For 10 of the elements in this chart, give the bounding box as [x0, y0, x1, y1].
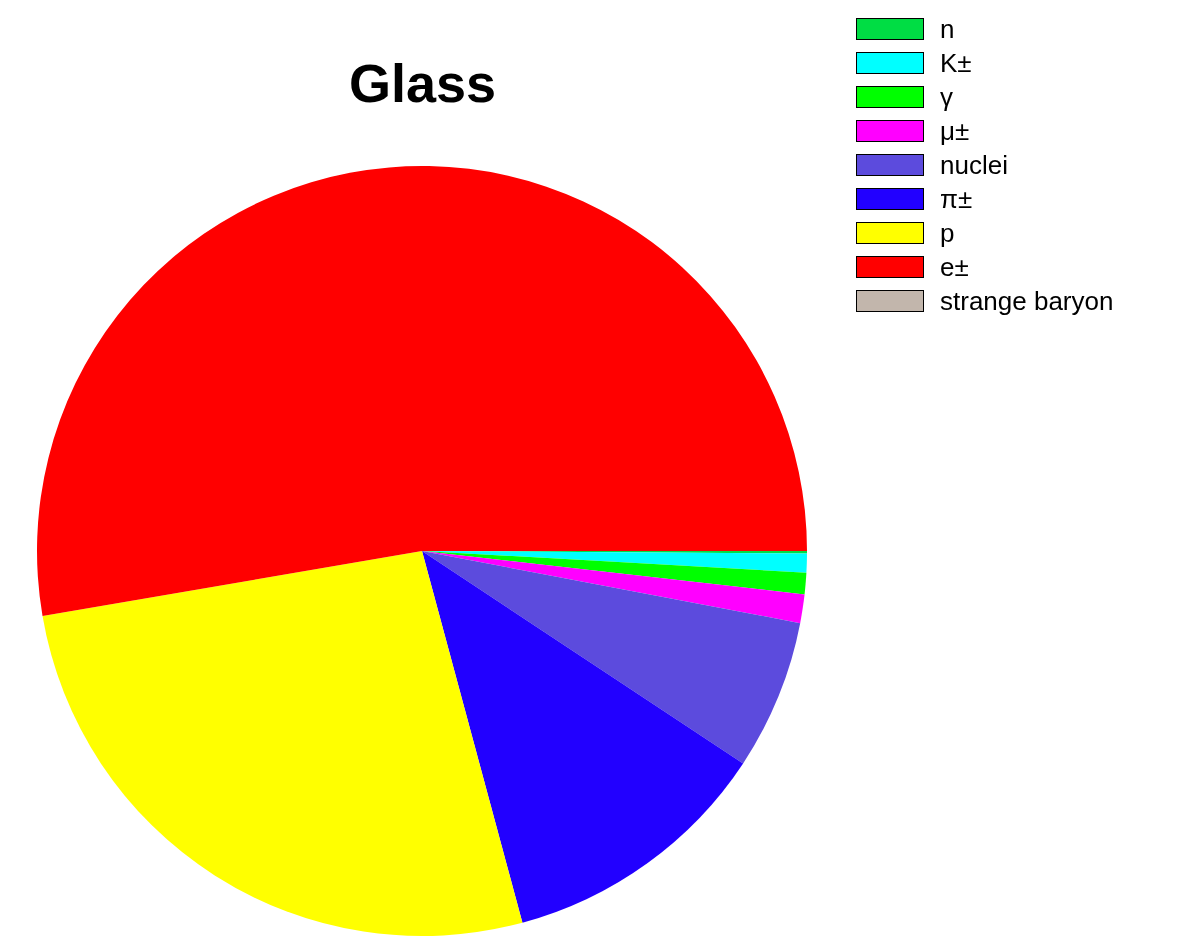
legend-label: μ±	[940, 115, 970, 147]
legend-label: e±	[940, 251, 969, 283]
legend-label: p	[940, 217, 955, 249]
legend-label: γ	[940, 81, 953, 113]
legend-label: strange baryon	[940, 285, 1114, 317]
legend-label: n	[940, 13, 955, 45]
legend-label: π±	[940, 183, 973, 215]
legend-label: nuclei	[940, 149, 1008, 181]
legend-label: K±	[940, 47, 972, 79]
text: Glass	[347, 52, 498, 114]
